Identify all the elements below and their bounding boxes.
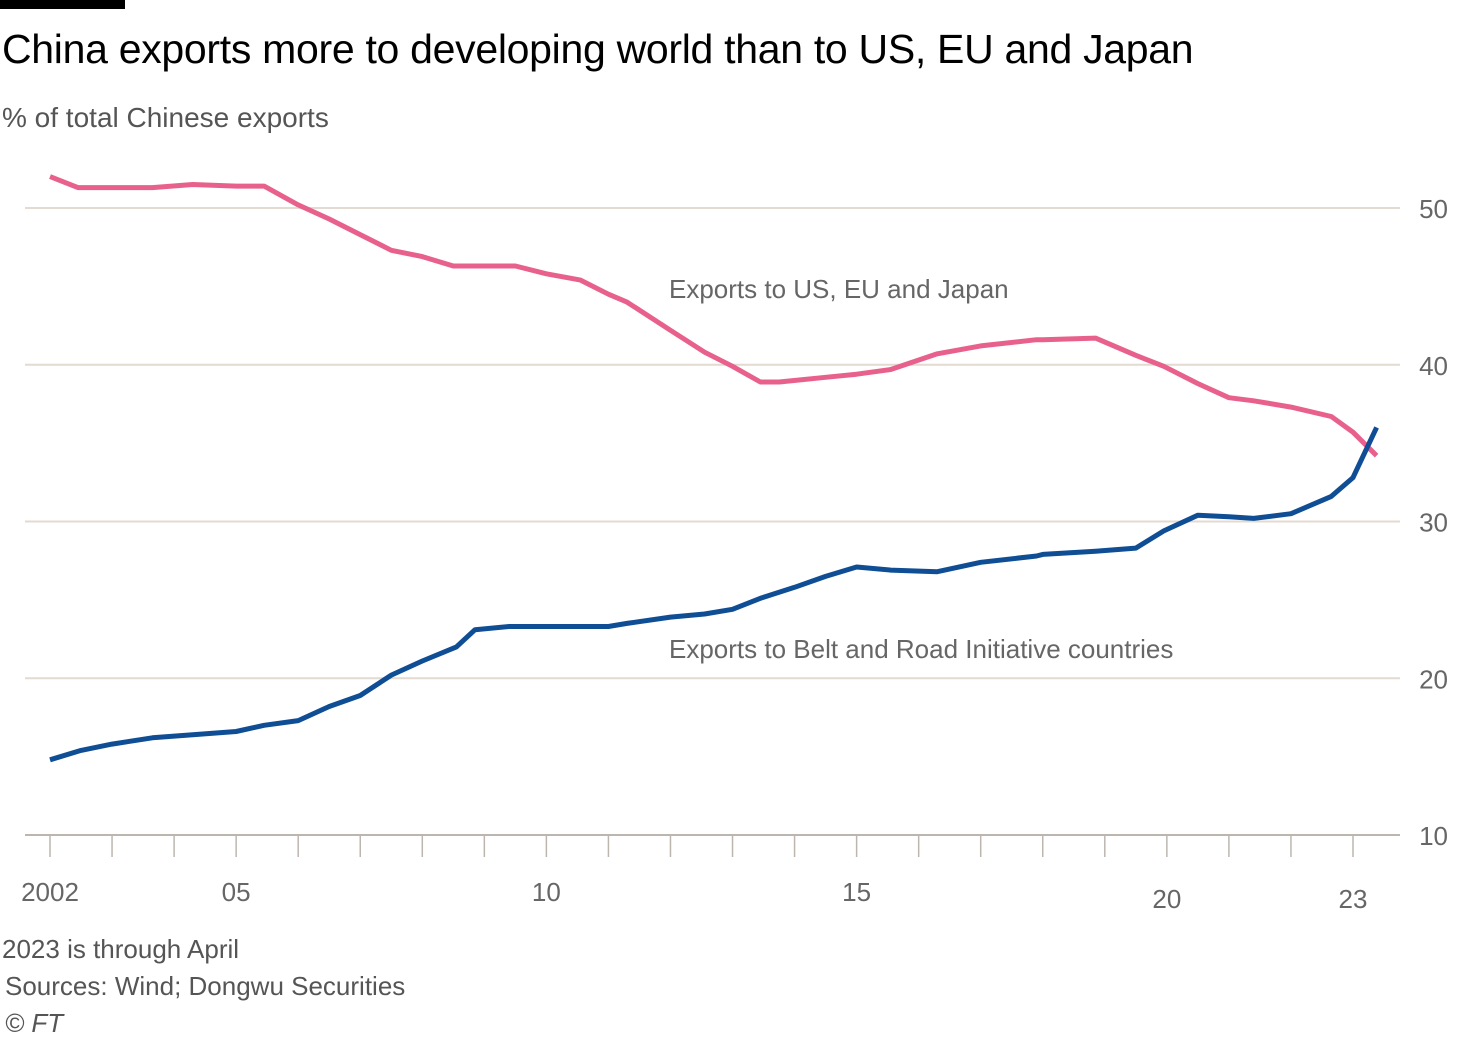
series-labels: Exports to US, EU and Japan Exports to Be… — [669, 274, 1173, 664]
series-line-us-eu-japan — [49, 174, 1379, 458]
sources: Sources: Wind; Dongwu Securities — [5, 971, 406, 1001]
y-tick-label-40: 40 — [1419, 351, 1448, 381]
footnote: 2023 is through April — [2, 934, 240, 964]
x-tick-label-23: 23 — [1339, 884, 1368, 914]
chart-title: China exports more to developing world t… — [2, 26, 1194, 72]
y-tick-label-30: 30 — [1419, 508, 1448, 538]
series-line-belt-and-road — [49, 426, 1379, 763]
y-tick-label-10: 10 — [1419, 821, 1448, 851]
x-tick-label-20: 20 — [1152, 884, 1181, 914]
y-tick-label-50: 50 — [1419, 194, 1448, 224]
y-tick-label-20: 20 — [1419, 664, 1448, 694]
x-tick-label-2002: 2002 — [21, 877, 79, 907]
x-tick-label-10: 10 — [532, 877, 561, 907]
copyright: © FT — [5, 1008, 64, 1038]
x-tick-label-05: 05 — [222, 877, 251, 907]
series-label-us-eu-japan: Exports to US, EU and Japan — [669, 274, 1009, 304]
chart-subtitle: % of total Chinese exports — [2, 102, 329, 133]
series-label-belt-and-road: Exports to Belt and Road Initiative coun… — [669, 634, 1173, 664]
series-lines — [49, 174, 1379, 763]
x-axis: 2002 05 10 15 20 23 — [21, 835, 1367, 914]
ft-brand-bar — [0, 0, 125, 9]
y-axis: 10 20 30 40 50 — [1419, 194, 1448, 851]
gridlines — [25, 207, 1400, 836]
x-tick-label-15: 15 — [842, 877, 871, 907]
